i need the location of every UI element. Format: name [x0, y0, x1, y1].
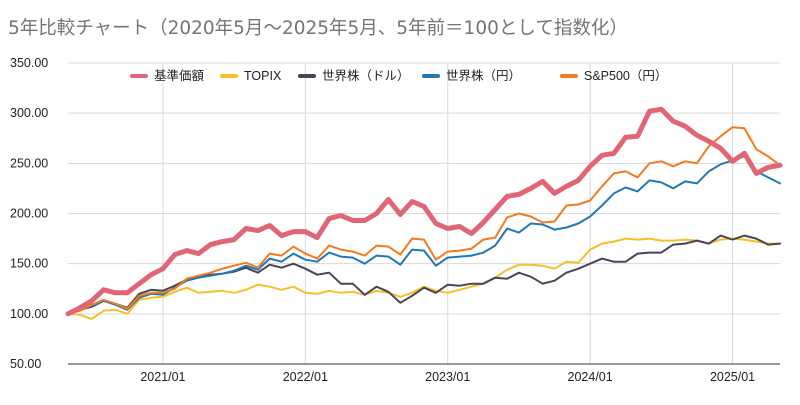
- series-line-4: [67, 126, 781, 315]
- chart-title: 5年比較チャート（2020年5月～2025年5月、5年前＝100として指数化）: [8, 18, 628, 39]
- x-tick-label: 2023/01: [425, 370, 470, 384]
- series-line-3: [67, 155, 781, 315]
- x-tick-label: 2021/01: [140, 370, 185, 384]
- y-tick-label: 300.00: [10, 106, 48, 120]
- series-line-0: [65, 106, 783, 317]
- legend-label: 基準価額: [154, 68, 205, 83]
- x-tick-label: 2024/01: [568, 370, 613, 384]
- axis-layer: 50.00 100.00 150.00 200.00 250.00 300.00 350.0…: [10, 56, 780, 384]
- series-layer: [65, 106, 783, 320]
- y-tick-label: 50.00: [10, 357, 41, 371]
- y-tick-label: 150.00: [10, 257, 48, 271]
- legend-label: TOPIX: [244, 69, 282, 83]
- x-tick-label: 2025/01: [710, 370, 755, 384]
- grid-layer: [68, 62, 780, 364]
- y-tick-label: 350.00: [10, 56, 48, 70]
- y-tick-label: 100.00: [10, 307, 48, 321]
- legend-label: S&P500（円）: [584, 69, 667, 83]
- x-tick-label: 2022/01: [283, 370, 328, 384]
- legend-label: 世界株（円）: [446, 68, 521, 83]
- series-line-1: [67, 237, 781, 320]
- y-tick-label: 250.00: [10, 156, 48, 170]
- y-tick-label: 200.00: [10, 207, 48, 221]
- legend-label: 世界株（ドル）: [322, 68, 410, 83]
- legend: 基準価額 TOPIX 世界株（ドル） 世界株（円） S&P500（円）: [130, 68, 667, 83]
- series-line-2: [67, 234, 781, 315]
